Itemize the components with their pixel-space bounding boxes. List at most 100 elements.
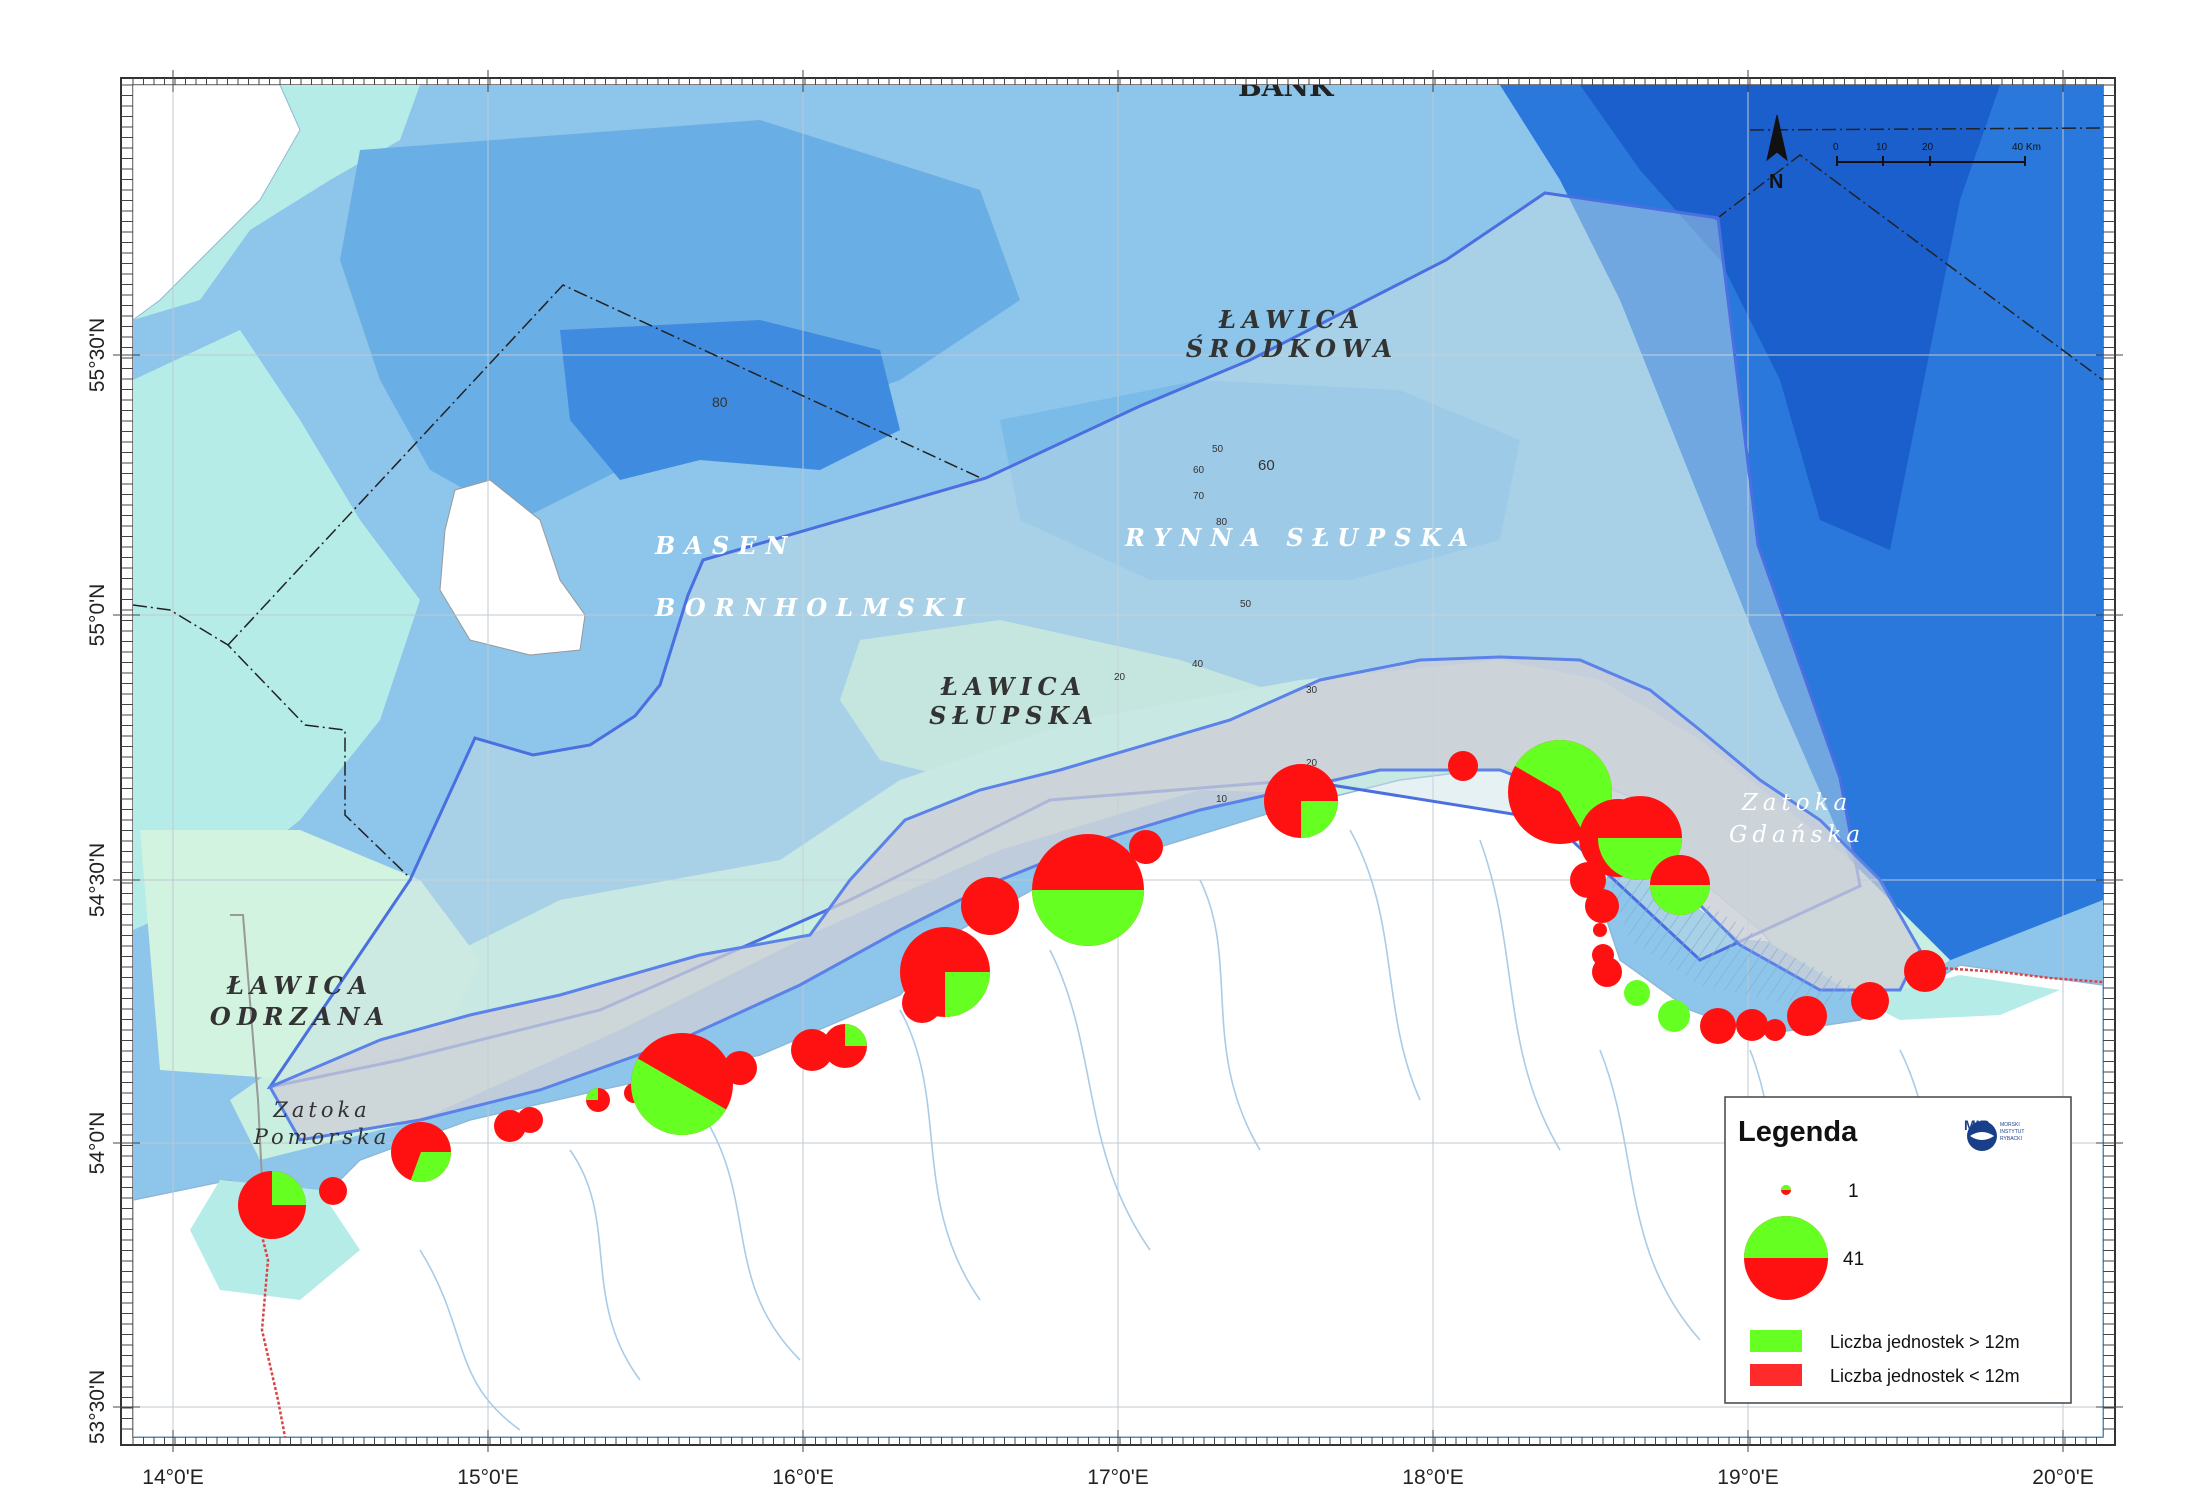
place-label-line: Zatoka — [1741, 790, 1852, 816]
port-pie-base — [1570, 862, 1606, 898]
mir-logo: MIR MORSKI INSTYTUT RYBACKI — [1964, 1117, 2024, 1151]
lat-label: 55°0'N — [86, 584, 109, 647]
latitude-labels: 55°30'N 55°0'N 54°30'N 54°0'N 53°30'N — [86, 318, 109, 1444]
port-pie-base — [1736, 1009, 1768, 1041]
north-arrow: N — [1766, 114, 1788, 193]
fishing-area-coastal — [267, 655, 1922, 1142]
port-pie — [517, 1107, 543, 1133]
legend-size-symbols — [1744, 1185, 1828, 1300]
port-pie-base — [1658, 1000, 1690, 1032]
north-arrow-icon — [1766, 114, 1788, 162]
land-sweden — [133, 85, 301, 321]
place-label-lawica-slupska: ŁAWICA SŁUPSKA — [929, 672, 1099, 730]
depth-label: 60 — [1258, 457, 1275, 474]
bornholm-island — [439, 479, 586, 656]
frame-ticks — [113, 70, 2123, 1452]
port-pie-base — [1764, 1019, 1786, 1041]
port-pie — [1585, 889, 1619, 923]
legend-swatch-over-12m — [1750, 1330, 1802, 1352]
lon-label: 19°0'E — [1717, 1466, 1778, 1489]
depth-zone-deep-bornholm — [560, 320, 900, 480]
port-pie — [900, 927, 990, 1017]
depth-label: 40 — [1192, 659, 1204, 670]
depth-zone-mid — [340, 120, 1020, 520]
port-pie-base — [791, 1029, 833, 1071]
port-pie — [1904, 950, 1946, 992]
port-pie-base — [1592, 957, 1622, 987]
depth-label: 50 — [1240, 599, 1252, 610]
place-label-lawica-srodkowa: ŁAWICA ŚRODKOWA — [1186, 305, 1398, 363]
depth-label: 70 — [1193, 491, 1205, 502]
mir-logo-text: MIR — [1964, 1117, 1990, 1133]
port-pie — [319, 1177, 347, 1205]
port-pie-base — [723, 1051, 757, 1085]
longitude-labels: 14°0'E 15°0'E 16°0'E 17°0'E 18°0'E 19°0'… — [142, 1466, 2093, 1489]
port-pie-green-slice — [1032, 890, 1144, 946]
lat-label: 54°0'N — [86, 1112, 109, 1175]
port-pie-green-slice — [586, 1088, 598, 1100]
border-germany-poland — [256, 1219, 287, 1437]
szczecin-lagoon — [190, 1180, 360, 1300]
port-pie-green-slice — [1650, 885, 1710, 915]
port-pie — [631, 1033, 733, 1135]
port-pie — [1787, 996, 1827, 1036]
north-arrow-label: N — [1769, 171, 1783, 193]
place-label-rynna-slupska: RYNNA SŁUPSKA — [1124, 523, 1477, 552]
lon-label: 15°0'E — [457, 1466, 518, 1489]
port-pie-base — [319, 1177, 347, 1205]
port-pie — [1650, 855, 1710, 915]
lon-label: 20°0'E — [2032, 1466, 2093, 1489]
port-pie-green-slice — [272, 1171, 306, 1205]
port-pie — [1264, 764, 1338, 838]
port-pie — [1851, 982, 1889, 1020]
depth-label: 30 — [1306, 685, 1318, 696]
scale-label: 0 — [1833, 142, 1839, 153]
vistula-lagoon — [1860, 975, 2060, 1020]
port-pie-base — [1851, 982, 1889, 1020]
scale-label: 10 — [1876, 142, 1888, 153]
legend-size-small-label: 1 — [1848, 1181, 1859, 1202]
port-pie — [1700, 1008, 1736, 1044]
port-pie-green-slice — [945, 972, 990, 1017]
legend-label-under-12m: Liczba jednostek < 12m — [1830, 1366, 2020, 1386]
place-label-zatoka-pomorska: Zatoka Pomorska — [253, 1098, 391, 1149]
lon-label: 14°0'E — [142, 1466, 203, 1489]
place-label-line: Zatoka — [272, 1098, 370, 1122]
place-label-line: ŚRODKOWA — [1186, 334, 1398, 363]
odra-channel — [230, 914, 263, 1181]
place-label-line: Pomorska — [253, 1125, 391, 1149]
port-pie-base — [1904, 950, 1946, 992]
port-pie — [723, 1051, 757, 1085]
port-pie-green-slice — [1514, 740, 1613, 838]
lat-label: 55°30'N — [86, 318, 109, 392]
depth-label: 20 — [1306, 758, 1318, 769]
port-pie-green-slice — [631, 1058, 727, 1135]
place-label-line: ŁAWICA — [1218, 305, 1365, 334]
lon-label: 18°0'E — [1402, 1466, 1463, 1489]
port-pie — [1624, 980, 1650, 1006]
port-pie-green-slice — [1301, 801, 1338, 838]
legend-pie-small — [1781, 1185, 1791, 1195]
port-pie — [1032, 834, 1144, 946]
depth-label: 80 — [712, 394, 728, 410]
port-pie-green-slice — [845, 1024, 867, 1046]
legend-size-large-label: 41 — [1843, 1249, 1864, 1270]
legend-label-over-12m: Liczba jednostek > 12m — [1830, 1332, 2020, 1352]
scale-label: 40 Km — [2012, 142, 2041, 153]
depth-label: 80 — [1216, 517, 1228, 528]
lon-label: 16°0'E — [772, 1466, 833, 1489]
place-label-line: SŁUPSKA — [929, 701, 1099, 730]
place-label-line: RYNNA SŁUPSKA — [1124, 523, 1477, 552]
depth-zone-mid-central — [1000, 380, 1520, 580]
scale-label: 20 — [1922, 142, 1934, 153]
lat-label: 53°30'N — [86, 1370, 109, 1444]
mir-logo-sub: INSTYTUT — [2000, 1129, 2024, 1135]
port-pie — [1593, 923, 1607, 937]
port-pie-base — [1448, 751, 1478, 781]
port-symbols — [238, 740, 1946, 1239]
depth-labels: 80 60 50 60 70 80 50 40 20 30 20 10 — [712, 394, 1318, 805]
lon-label: 17°0'E — [1087, 1466, 1148, 1489]
legend-title: Legenda — [1738, 1116, 1858, 1148]
depth-zone-deepest-east — [1580, 85, 2000, 550]
